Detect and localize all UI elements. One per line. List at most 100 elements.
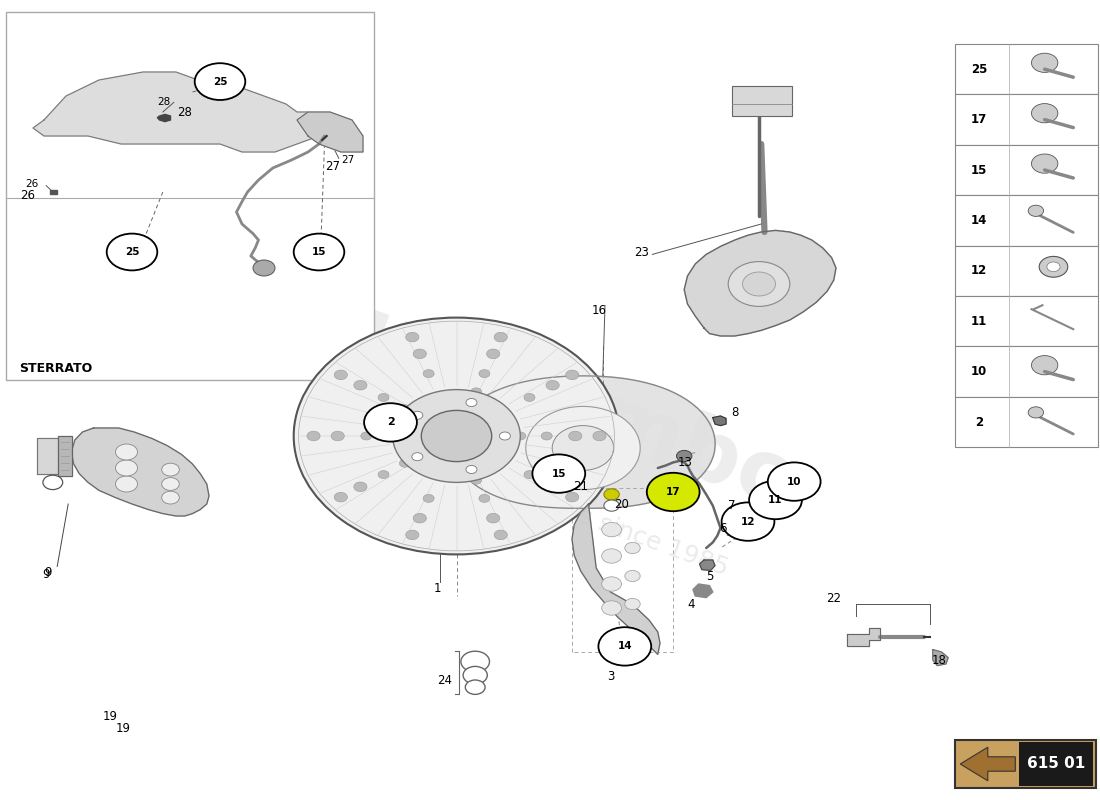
- Text: 5: 5: [706, 570, 713, 582]
- Circle shape: [546, 482, 559, 491]
- Text: 10: 10: [971, 365, 987, 378]
- Text: 17: 17: [666, 487, 681, 497]
- Circle shape: [307, 431, 320, 441]
- Bar: [955, 246, 1098, 296]
- Circle shape: [354, 381, 367, 390]
- Text: 12: 12: [740, 517, 756, 526]
- Circle shape: [364, 403, 417, 442]
- Circle shape: [602, 601, 621, 615]
- Bar: [732, 86, 792, 116]
- Text: 1: 1: [434, 582, 441, 594]
- Text: 3: 3: [607, 670, 614, 682]
- Circle shape: [526, 406, 640, 490]
- Bar: [1019, 742, 1093, 786]
- Text: STERRATO: STERRATO: [19, 362, 92, 374]
- Polygon shape: [451, 376, 715, 508]
- Text: 27: 27: [341, 155, 354, 165]
- Bar: [955, 296, 1098, 346]
- Bar: [955, 94, 1098, 145]
- Text: 25: 25: [124, 247, 140, 257]
- Circle shape: [424, 494, 434, 502]
- Polygon shape: [157, 114, 170, 122]
- Circle shape: [1028, 205, 1044, 216]
- Circle shape: [393, 390, 520, 482]
- Text: 9: 9: [43, 568, 50, 581]
- Text: 18: 18: [932, 654, 947, 666]
- Polygon shape: [572, 504, 660, 654]
- Text: 14: 14: [971, 214, 987, 227]
- Circle shape: [565, 370, 579, 380]
- Circle shape: [399, 405, 410, 413]
- Circle shape: [593, 431, 606, 441]
- Text: 16: 16: [592, 304, 607, 317]
- Polygon shape: [58, 436, 72, 476]
- Text: 23: 23: [634, 246, 649, 258]
- Text: 24: 24: [437, 674, 452, 686]
- Circle shape: [1032, 355, 1058, 374]
- Text: 25: 25: [971, 62, 987, 76]
- Circle shape: [565, 492, 579, 502]
- Circle shape: [253, 260, 275, 276]
- Circle shape: [424, 370, 434, 378]
- Circle shape: [421, 410, 492, 462]
- Text: a passion for parts since 1985: a passion for parts since 1985: [368, 428, 732, 580]
- Circle shape: [515, 432, 526, 440]
- Circle shape: [524, 394, 535, 402]
- Circle shape: [742, 272, 775, 296]
- Text: 9: 9: [45, 566, 52, 578]
- Circle shape: [116, 444, 138, 460]
- Polygon shape: [37, 438, 58, 474]
- Text: 28: 28: [157, 98, 170, 107]
- Circle shape: [162, 491, 179, 504]
- Text: 2: 2: [975, 415, 983, 429]
- Circle shape: [532, 454, 585, 493]
- Circle shape: [195, 63, 245, 100]
- Circle shape: [728, 262, 790, 306]
- Circle shape: [466, 398, 477, 406]
- Bar: [955, 145, 1098, 195]
- Circle shape: [294, 318, 619, 554]
- Circle shape: [1040, 257, 1068, 278]
- Text: 20: 20: [614, 498, 629, 510]
- Circle shape: [1032, 154, 1058, 174]
- Text: 8: 8: [732, 406, 738, 418]
- Circle shape: [414, 349, 427, 358]
- Bar: [955, 195, 1098, 246]
- Text: 21: 21: [573, 480, 588, 493]
- Bar: [955, 397, 1098, 447]
- Circle shape: [354, 482, 367, 491]
- Polygon shape: [50, 190, 57, 194]
- Circle shape: [162, 463, 179, 476]
- Circle shape: [471, 476, 482, 484]
- Text: 25: 25: [212, 77, 228, 86]
- Circle shape: [406, 530, 419, 540]
- Circle shape: [1028, 406, 1044, 418]
- Circle shape: [294, 234, 344, 270]
- Circle shape: [478, 370, 490, 378]
- Text: 19: 19: [102, 710, 118, 722]
- Bar: [955, 44, 1098, 94]
- Circle shape: [361, 432, 372, 440]
- Text: 15: 15: [971, 163, 987, 177]
- Circle shape: [546, 381, 559, 390]
- Text: 12: 12: [971, 264, 987, 278]
- Text: 10: 10: [786, 477, 802, 486]
- Circle shape: [524, 470, 535, 478]
- Circle shape: [334, 370, 348, 380]
- Circle shape: [116, 460, 138, 476]
- Bar: [955, 346, 1098, 397]
- Polygon shape: [960, 747, 1015, 781]
- Bar: [955, 740, 1096, 788]
- Text: 17: 17: [971, 113, 987, 126]
- Text: 19: 19: [116, 722, 131, 734]
- Circle shape: [494, 530, 507, 540]
- Bar: [6, 12, 374, 380]
- Circle shape: [334, 492, 348, 502]
- Circle shape: [43, 475, 63, 490]
- Text: 11: 11: [971, 314, 987, 328]
- Circle shape: [411, 411, 422, 419]
- Circle shape: [466, 466, 477, 474]
- Text: 27: 27: [324, 160, 340, 173]
- Circle shape: [378, 394, 389, 402]
- Circle shape: [116, 476, 138, 492]
